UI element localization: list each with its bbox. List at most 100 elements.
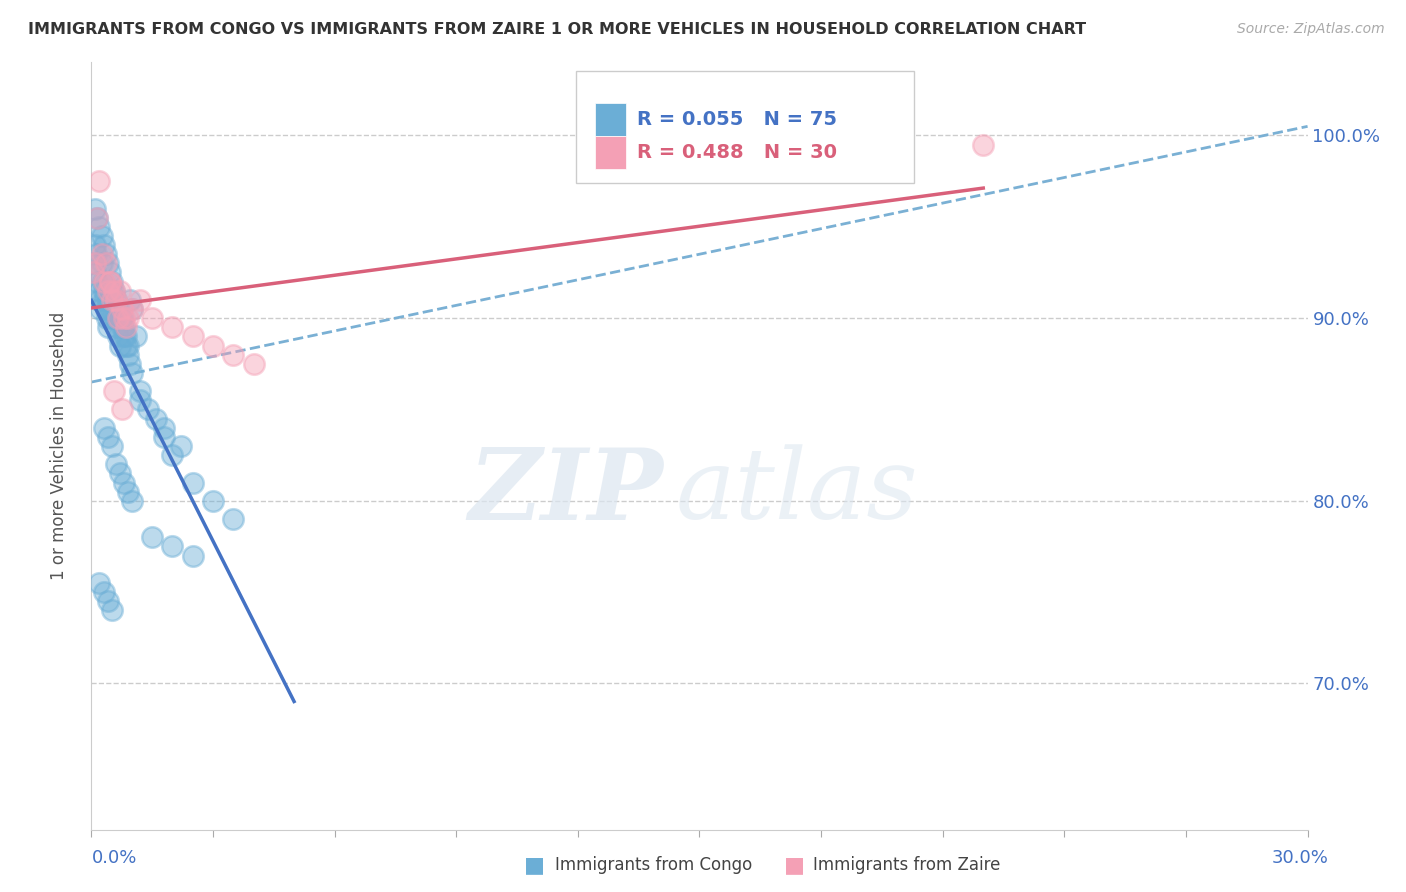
Point [93, 275, 115, 289]
Point [104, 293, 127, 307]
Point [121, 301, 143, 316]
Text: ■: ■ [524, 855, 544, 875]
Point [98, 275, 121, 289]
Point [181, 549, 204, 563]
Point [242, 357, 264, 371]
Text: 30.0%: 30.0% [1272, 849, 1329, 867]
Point [202, 338, 225, 352]
Point [972, 137, 994, 152]
Point [98, 275, 121, 289]
Point [129, 293, 152, 307]
Point [103, 311, 125, 326]
Point [162, 320, 184, 334]
Point [118, 293, 141, 307]
Point [169, 439, 191, 453]
Point [89, 576, 111, 591]
Point [94, 301, 117, 316]
Point [104, 457, 127, 471]
Point [93, 284, 115, 298]
Text: ZIP: ZIP [468, 444, 664, 541]
Point [100, 275, 122, 289]
Point [118, 357, 141, 371]
Point [93, 238, 115, 252]
Point [153, 430, 176, 444]
Point [98, 301, 121, 316]
Point [111, 402, 134, 417]
Text: ■: ■ [785, 855, 804, 875]
Point [153, 421, 176, 435]
Point [117, 348, 139, 362]
Point [115, 329, 138, 343]
Point [104, 293, 127, 307]
Point [111, 301, 134, 316]
Point [141, 530, 163, 544]
Point [84, 247, 107, 261]
Text: R = 0.055   N = 75: R = 0.055 N = 75 [637, 110, 837, 129]
Point [94, 247, 117, 261]
Point [100, 284, 122, 298]
Point [90, 247, 112, 261]
Text: R = 0.488   N = 30: R = 0.488 N = 30 [637, 143, 837, 162]
Point [97, 594, 120, 608]
Point [112, 329, 135, 343]
Point [129, 393, 152, 408]
Point [222, 348, 245, 362]
Point [83, 265, 105, 279]
Point [86, 211, 108, 225]
Point [145, 411, 167, 425]
Point [89, 174, 111, 188]
Point [90, 229, 112, 244]
Point [97, 256, 120, 270]
Point [112, 311, 135, 326]
Point [202, 493, 225, 508]
Point [97, 430, 120, 444]
Point [90, 256, 112, 270]
Point [89, 219, 111, 234]
Point [117, 311, 139, 326]
Y-axis label: 1 or more Vehicles in Household: 1 or more Vehicles in Household [49, 312, 67, 580]
Point [103, 384, 125, 399]
Point [108, 311, 131, 326]
Point [100, 311, 122, 326]
Point [112, 475, 135, 490]
Point [103, 284, 125, 298]
Text: Source: ZipAtlas.com: Source: ZipAtlas.com [1237, 22, 1385, 37]
Point [115, 338, 138, 352]
Point [107, 311, 129, 326]
Point [93, 585, 115, 599]
Point [100, 603, 122, 617]
Point [111, 311, 134, 326]
Point [162, 540, 184, 554]
Point [141, 311, 163, 326]
Text: Immigrants from Zaire: Immigrants from Zaire [813, 856, 1000, 874]
Text: Immigrants from Congo: Immigrants from Congo [555, 856, 752, 874]
Point [117, 484, 139, 499]
Point [162, 448, 184, 462]
Point [82, 265, 104, 279]
Point [115, 320, 138, 334]
Point [97, 284, 120, 298]
Point [107, 301, 129, 316]
Point [181, 475, 204, 490]
Point [181, 329, 204, 343]
Point [129, 384, 152, 399]
Point [97, 293, 120, 307]
Point [93, 421, 115, 435]
Point [98, 265, 121, 279]
Point [121, 301, 143, 316]
Text: IMMIGRANTS FROM CONGO VS IMMIGRANTS FROM ZAIRE 1 OR MORE VEHICLES IN HOUSEHOLD C: IMMIGRANTS FROM CONGO VS IMMIGRANTS FROM… [28, 22, 1087, 37]
Point [108, 467, 131, 481]
Point [111, 320, 134, 334]
Point [103, 284, 125, 298]
Point [86, 211, 108, 225]
Point [86, 275, 108, 289]
Point [84, 202, 107, 216]
Point [91, 275, 114, 289]
Point [121, 493, 143, 508]
Point [87, 284, 110, 298]
Point [93, 293, 115, 307]
Point [89, 301, 111, 316]
Point [222, 512, 245, 526]
Text: 0.0%: 0.0% [91, 849, 136, 867]
Point [121, 366, 143, 380]
